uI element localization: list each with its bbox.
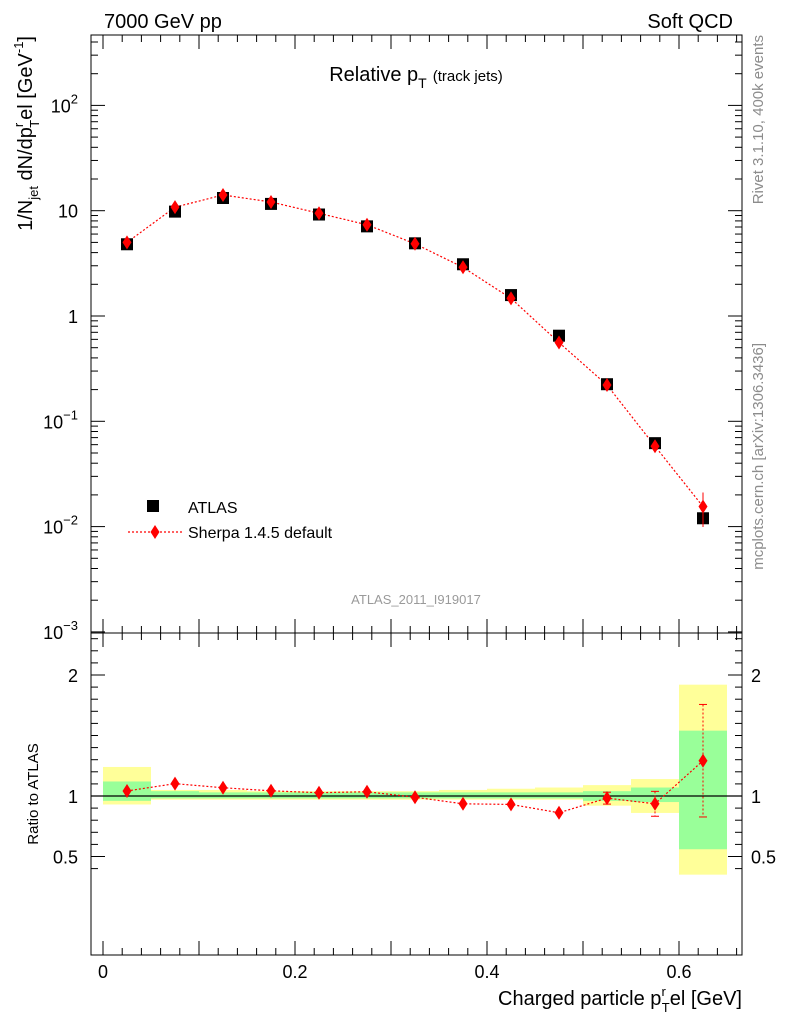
y-tick-label: 10: [58, 202, 78, 222]
ratio-mc-point: [362, 784, 372, 799]
x-tick-label: 0.6: [666, 962, 691, 982]
ratio-mc-point: [314, 785, 324, 800]
y-tick-label-base: 1: [68, 307, 78, 327]
ratio-y-tick-label-right: 0.5: [751, 848, 776, 868]
y-tick-label: 10−2: [43, 513, 78, 538]
ratio-mc-point: [266, 783, 276, 798]
x-axis-label-sup: r: [661, 984, 666, 999]
plot-title: Relative pT (track jets): [329, 64, 503, 91]
mc-point: [458, 260, 468, 275]
ratio-band-inner: [631, 787, 679, 803]
mc-point: [170, 200, 180, 215]
y-axis-label-sup3: -1: [11, 42, 26, 54]
main-plot-frame: [90, 34, 743, 634]
x-tick-label: 0.4: [474, 962, 499, 982]
x-axis-label-sub: T: [662, 1000, 670, 1015]
side-label-bottom: mcplots.cern.ch [arXiv:1306.3436]: [750, 343, 767, 570]
y-tick-label-base: 10: [58, 202, 78, 222]
y-tick-label-exponent: −1: [63, 407, 78, 422]
y-axis-label-sup2: r: [11, 122, 26, 127]
ratio-mc-point: [170, 776, 180, 791]
y-tick-label: 10−1: [43, 407, 78, 432]
mc-point: [362, 217, 372, 232]
y-tick-label-exponent: −2: [63, 513, 78, 528]
y-axis-label-sub1: jet: [26, 186, 41, 201]
ratio-mc-point: [506, 797, 516, 812]
y-tick-label-base: 10: [43, 623, 63, 643]
mc-point: [122, 235, 132, 250]
ratio-mc-point: [554, 805, 564, 820]
analysis-id: ATLAS_2011_I919017: [351, 592, 481, 607]
ratio-mc-point: [218, 780, 228, 795]
ratio-y-tick-label-left: 0.5: [53, 848, 78, 868]
ratio-y-axis-label: Ratio to ATLAS: [25, 743, 42, 844]
y-tick-label-base: 10: [51, 96, 71, 116]
ratio-band-inner: [199, 792, 247, 799]
ratio-band-inner: [439, 792, 487, 799]
x-tick-label: 0.2: [282, 962, 307, 982]
mc-point: [602, 378, 612, 393]
ratio-band-inner: [151, 791, 199, 799]
y-tick-label-exponent: −3: [63, 618, 78, 633]
x-tick-label: 0: [98, 962, 108, 982]
plot-title-note: (track jets): [433, 68, 503, 85]
plot-title-main: Relative p: [329, 64, 418, 86]
y-axis-label: 1/Njet dN/dprTel [GeV-1]: [11, 36, 42, 231]
header-left: 7000 GeV pp: [104, 11, 222, 33]
ratio-mc-point: [410, 790, 420, 805]
ratio-y-tick-label-right: 2: [751, 666, 761, 686]
y-axis-label-mid: dN/dp: [15, 127, 37, 186]
ratio-mc-point: [602, 791, 612, 806]
x-axis-label-tail: el [GeV]: [670, 988, 742, 1010]
legend: ATLAS Sherpa 1.4.5 default: [128, 500, 333, 542]
y-tick-label-exponent: 2: [71, 91, 78, 106]
y-tick-label-base: 10: [43, 518, 63, 538]
y-tick-label: 10−3: [43, 618, 78, 643]
x-axis-label: Charged particle pr Tel [GeV]: [498, 984, 742, 1015]
ratio-mc-point: [122, 783, 132, 798]
mc-point: [506, 291, 516, 306]
ratio-mc-point: [458, 796, 468, 811]
ratio-plot-frame: [90, 632, 743, 956]
mc-point: [410, 236, 420, 251]
ratio-band-inner: [487, 792, 535, 799]
plot-title-subscript: T: [418, 75, 427, 91]
legend-atlas-label: ATLAS: [188, 500, 238, 517]
y-axis-label-sub2: T: [27, 120, 42, 128]
ratio-y-tick-label-left: 1: [68, 787, 78, 807]
ratio-y-tick-label-left: 2: [68, 666, 78, 686]
y-axis-label-1: 1/N: [15, 200, 37, 231]
x-axis-label-main: Charged particle p: [498, 988, 661, 1010]
mc-point: [218, 187, 228, 202]
legend-atlas-marker: [147, 500, 159, 512]
mc-point: [314, 206, 324, 221]
y-axis-label-end: ]: [15, 36, 37, 42]
ratio-plot-panel: 0.5 0.5 1 1 2 2 Ratio to ATLAS: [25, 632, 776, 956]
mc-point: [698, 499, 708, 514]
side-label-top: Rivet 3.1.10, 400k events: [750, 35, 767, 204]
y-tick-label-base: 10: [43, 412, 63, 432]
ratio-y-tick-label-right: 1: [751, 787, 761, 807]
mc-point: [266, 194, 276, 209]
y-tick-label: 1: [68, 307, 78, 327]
mc-point: [554, 335, 564, 350]
y-tick-label: 102: [51, 91, 78, 116]
y-axis-label-tail: el [GeV: [15, 52, 37, 119]
legend-sherpa-marker: [150, 525, 160, 539]
ratio-band-inner: [535, 792, 583, 799]
ratio-mc-point: [650, 796, 660, 811]
legend-sherpa-label: Sherpa 1.4.5 default: [188, 525, 333, 542]
mc-point: [650, 439, 660, 454]
header-right: Soft QCD: [647, 11, 733, 33]
ratio-mc-point: [698, 753, 708, 768]
